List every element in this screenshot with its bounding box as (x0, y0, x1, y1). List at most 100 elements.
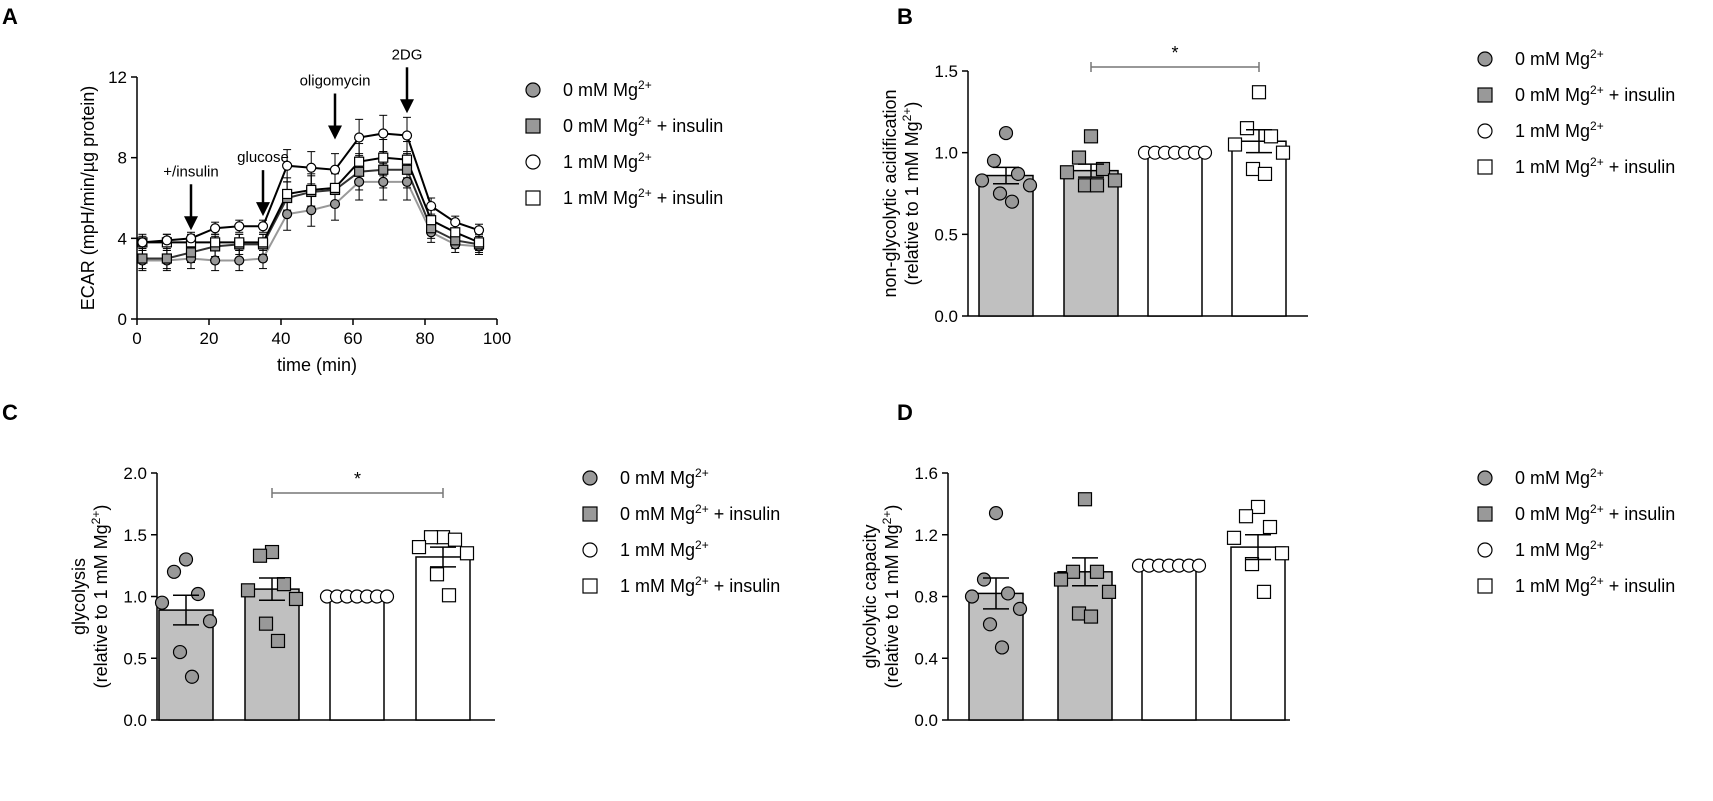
data-point (210, 237, 221, 248)
y-tick-label: 1.0 (934, 144, 958, 163)
data-point (994, 640, 1010, 655)
data-point (1263, 129, 1279, 144)
bar (158, 609, 214, 721)
data-point (185, 247, 197, 258)
data-point (1101, 584, 1117, 599)
legend-marker (525, 190, 541, 206)
data-point (184, 669, 200, 684)
legend-marker (1477, 159, 1493, 175)
y-tick-label: 12 (108, 68, 127, 87)
data-point (1071, 150, 1087, 165)
data-point (1256, 584, 1272, 599)
data-point (257, 221, 269, 232)
legend-label: 1 mM Mg2+ (620, 538, 709, 560)
x-tick-label: 20 (200, 329, 219, 348)
data-point (264, 544, 280, 560)
data-point (447, 532, 463, 547)
data-point (1238, 509, 1254, 524)
y-tick-label: 0.8 (914, 588, 938, 607)
x-axis-label: time (min) (277, 355, 357, 375)
legend-label: 1 mM Mg2+ (1515, 538, 1604, 560)
legend-label: 0 mM Mg2+ (563, 78, 652, 100)
data-point (252, 548, 268, 563)
legend-label: 0 mM Mg2+ (1515, 47, 1604, 69)
legend-label: 0 mM Mg2+ + insulin (1515, 502, 1675, 524)
legend-marker (1477, 506, 1493, 522)
data-point (354, 166, 365, 177)
data-point (1251, 85, 1267, 100)
bar (1230, 546, 1286, 721)
legend-marker (525, 82, 541, 98)
y-tick-label: 2.0 (123, 464, 147, 483)
data-point (426, 215, 437, 226)
data-point (1083, 609, 1099, 624)
data-point (1089, 564, 1105, 579)
legend-marker (1477, 51, 1493, 67)
data-point (270, 633, 286, 649)
y-tick-label: 1.6 (914, 464, 938, 483)
data-point (234, 221, 245, 232)
data-point (1275, 145, 1291, 160)
data-point (329, 164, 341, 175)
data-point (202, 614, 218, 629)
data-point (137, 253, 148, 264)
legend-label: 0 mM Mg2+ + insulin (620, 502, 780, 524)
legend-marker (582, 506, 598, 522)
data-point (1065, 564, 1081, 579)
y-axis-label: ECAR (mpH/min/µg protein) (78, 86, 98, 310)
legend-label: 1 mM Mg2+ (1515, 119, 1604, 141)
data-point (329, 182, 341, 194)
data-point (1059, 165, 1075, 180)
data-point (982, 617, 998, 632)
legend-label: 1 mM Mg2+ + insulin (563, 186, 723, 208)
data-point (1262, 519, 1278, 535)
data-point (473, 225, 485, 236)
data-point (1197, 145, 1213, 160)
data-point (423, 530, 439, 545)
legend-label: 1 mM Mg2+ + insulin (1515, 155, 1675, 177)
data-point (378, 152, 389, 163)
data-point (378, 128, 389, 139)
y-axis-label-2: (relative to 1 mM Mg2+) (89, 505, 111, 689)
data-point (1095, 161, 1111, 177)
data-point (964, 589, 980, 604)
data-point (354, 132, 365, 143)
legend-marker (525, 118, 541, 134)
data-point (1226, 530, 1242, 545)
legend-label: 1 mM Mg2+ + insulin (1515, 574, 1675, 596)
y-tick-label: 1.2 (914, 526, 938, 545)
legend-label: 0 mM Mg2+ + insulin (563, 114, 723, 136)
data-point (988, 506, 1004, 521)
y-tick-label: 0.0 (914, 711, 938, 730)
data-point (974, 173, 990, 188)
data-point (401, 176, 413, 187)
arrow-label: oligomycin (300, 73, 371, 90)
data-point (282, 160, 293, 171)
bar (329, 595, 385, 721)
panel-label: B (897, 4, 913, 29)
data-point (459, 546, 475, 561)
data-point (1000, 586, 1016, 601)
data-point (161, 235, 172, 246)
legend-label: 1 mM Mg2+ + insulin (620, 574, 780, 596)
panel-c: C 0.0 0.5 1.0 1.5 2.0 glycolysis (relative to 1… (2, 400, 780, 730)
legend-marker (525, 154, 541, 170)
legend-marker (1477, 470, 1493, 486)
data-point (1257, 166, 1273, 181)
data-point (1089, 178, 1105, 193)
data-point (258, 616, 274, 631)
panel-label: C (2, 400, 18, 425)
data-point (161, 253, 172, 264)
data-point (401, 154, 413, 165)
y-tick-label: 0.0 (934, 307, 958, 326)
data-point (1245, 161, 1261, 177)
y-tick-label: 8 (118, 149, 127, 168)
data-point (210, 255, 221, 266)
arrow-head (328, 125, 342, 140)
data-point (450, 227, 461, 238)
data-point (441, 588, 457, 603)
y-axis-label-2: (relative to 1 mM Mg2+) (900, 102, 922, 286)
data-point (379, 589, 395, 604)
data-point (1274, 546, 1290, 561)
